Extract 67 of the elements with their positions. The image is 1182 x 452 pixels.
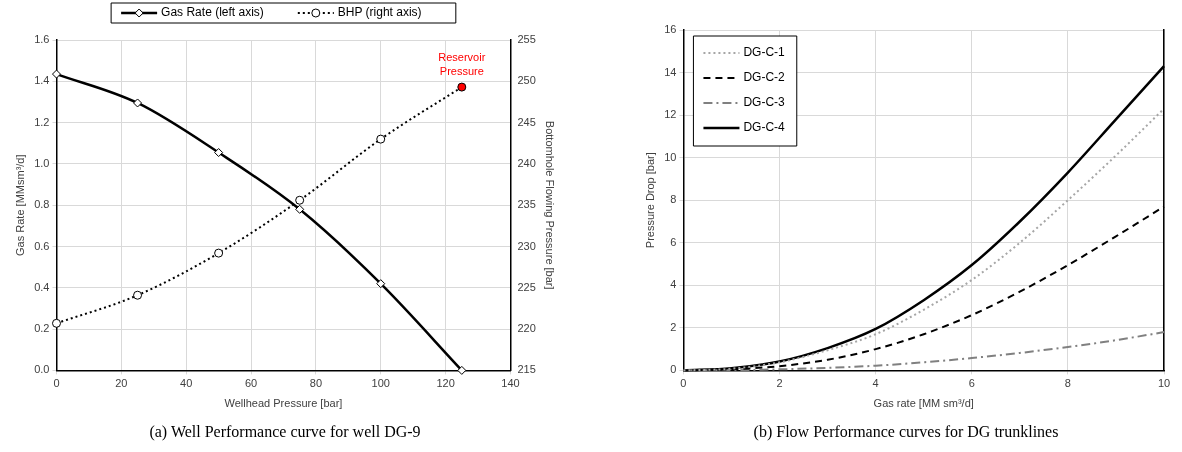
x-tick-label: 8 bbox=[1064, 377, 1071, 390]
x-tick-label: 0 bbox=[53, 377, 60, 390]
y2-tick-label: 245 bbox=[517, 115, 536, 128]
legend-label: BHP (right axis) bbox=[337, 5, 422, 20]
x-tick-label: 100 bbox=[371, 377, 390, 390]
y-tick-label: 0.8 bbox=[34, 198, 50, 211]
y2-tick-label: 255 bbox=[517, 33, 536, 46]
y-tick-label: 10 bbox=[664, 150, 677, 163]
y-tick-label: 0.6 bbox=[34, 239, 50, 252]
y-tick-label: 1.2 bbox=[34, 115, 50, 128]
y-tick-label: 0.0 bbox=[34, 363, 50, 376]
x-tick-label: 140 bbox=[501, 377, 520, 390]
legend-label: DG-C-3 bbox=[743, 95, 786, 110]
x-tick-label: 4 bbox=[872, 377, 879, 390]
text: (b) Flow Performance curves for DG trunklines bbox=[753, 422, 1059, 441]
x-tick-label: 10 bbox=[1157, 377, 1171, 390]
y-tick-label: 8 bbox=[670, 193, 677, 206]
x-tick-label: 2 bbox=[776, 377, 783, 390]
y-axis-title: Gas Rate [MMsm³/d] bbox=[13, 154, 26, 256]
y-tick-label: 2 bbox=[670, 320, 677, 333]
x-tick-label: 40 bbox=[180, 377, 193, 390]
point bbox=[51, 69, 61, 79]
y2-tick-label: 240 bbox=[517, 156, 536, 169]
y-tick-label: 12 bbox=[664, 108, 677, 121]
point bbox=[133, 98, 143, 108]
point bbox=[133, 290, 143, 300]
y-tick-label: 14 bbox=[664, 65, 677, 78]
y-tick-label: 0 bbox=[670, 363, 677, 376]
y2-tick-label: 215 bbox=[517, 363, 536, 376]
y2-tick-label: 225 bbox=[517, 280, 536, 293]
legend-label: DG-C-2 bbox=[743, 70, 786, 85]
point bbox=[51, 318, 61, 328]
legend-label: DG-C-1 bbox=[743, 45, 786, 60]
legend-label: Gas Rate (left axis) bbox=[161, 5, 264, 20]
y2-tick-label: 250 bbox=[517, 74, 536, 87]
x-tick-label: 20 bbox=[115, 377, 128, 390]
y-axis-title: Pressure Drop [bar] bbox=[643, 152, 656, 249]
point bbox=[214, 148, 224, 158]
y-tick-label: 4 bbox=[670, 278, 677, 291]
x-tick-label: 6 bbox=[968, 377, 975, 390]
text: (a) Well Performance curve for well DG-9 bbox=[149, 422, 421, 441]
y2-tick-label: 230 bbox=[517, 239, 536, 252]
y-tick-label: 1.6 bbox=[34, 33, 50, 46]
point bbox=[376, 134, 386, 144]
x-tick-label: 60 bbox=[244, 377, 258, 390]
y-tick-label: 0.2 bbox=[34, 322, 50, 335]
point bbox=[295, 204, 305, 214]
legend-label: DG-C-4 bbox=[743, 120, 786, 135]
y-tick-label: 6 bbox=[670, 235, 677, 248]
y2-tick-label: 235 bbox=[517, 198, 536, 211]
x-tick-label: 0 bbox=[680, 377, 687, 390]
y-tick-label: 0.4 bbox=[34, 280, 50, 293]
point bbox=[295, 195, 305, 205]
y2-axis-title: Bottomhole Flowing Pressure [bar] bbox=[544, 120, 557, 290]
point bbox=[457, 82, 467, 92]
point bbox=[214, 248, 224, 258]
y-tick-label: 1.4 bbox=[34, 74, 50, 87]
x-tick-label: 120 bbox=[436, 377, 455, 390]
point bbox=[376, 279, 386, 289]
point bbox=[457, 365, 467, 375]
y-tick-label: 1.0 bbox=[34, 156, 50, 169]
annotation: Reservoir Pressure bbox=[438, 50, 486, 77]
x-axis-title: Gas rate [MM sm³/d] bbox=[873, 397, 974, 410]
x-axis-title: Wellhead Pressure [bar] bbox=[224, 397, 343, 410]
y-tick-label: 16 bbox=[664, 23, 677, 36]
x-tick-label: 80 bbox=[309, 377, 323, 390]
y2-tick-label: 220 bbox=[517, 322, 536, 335]
